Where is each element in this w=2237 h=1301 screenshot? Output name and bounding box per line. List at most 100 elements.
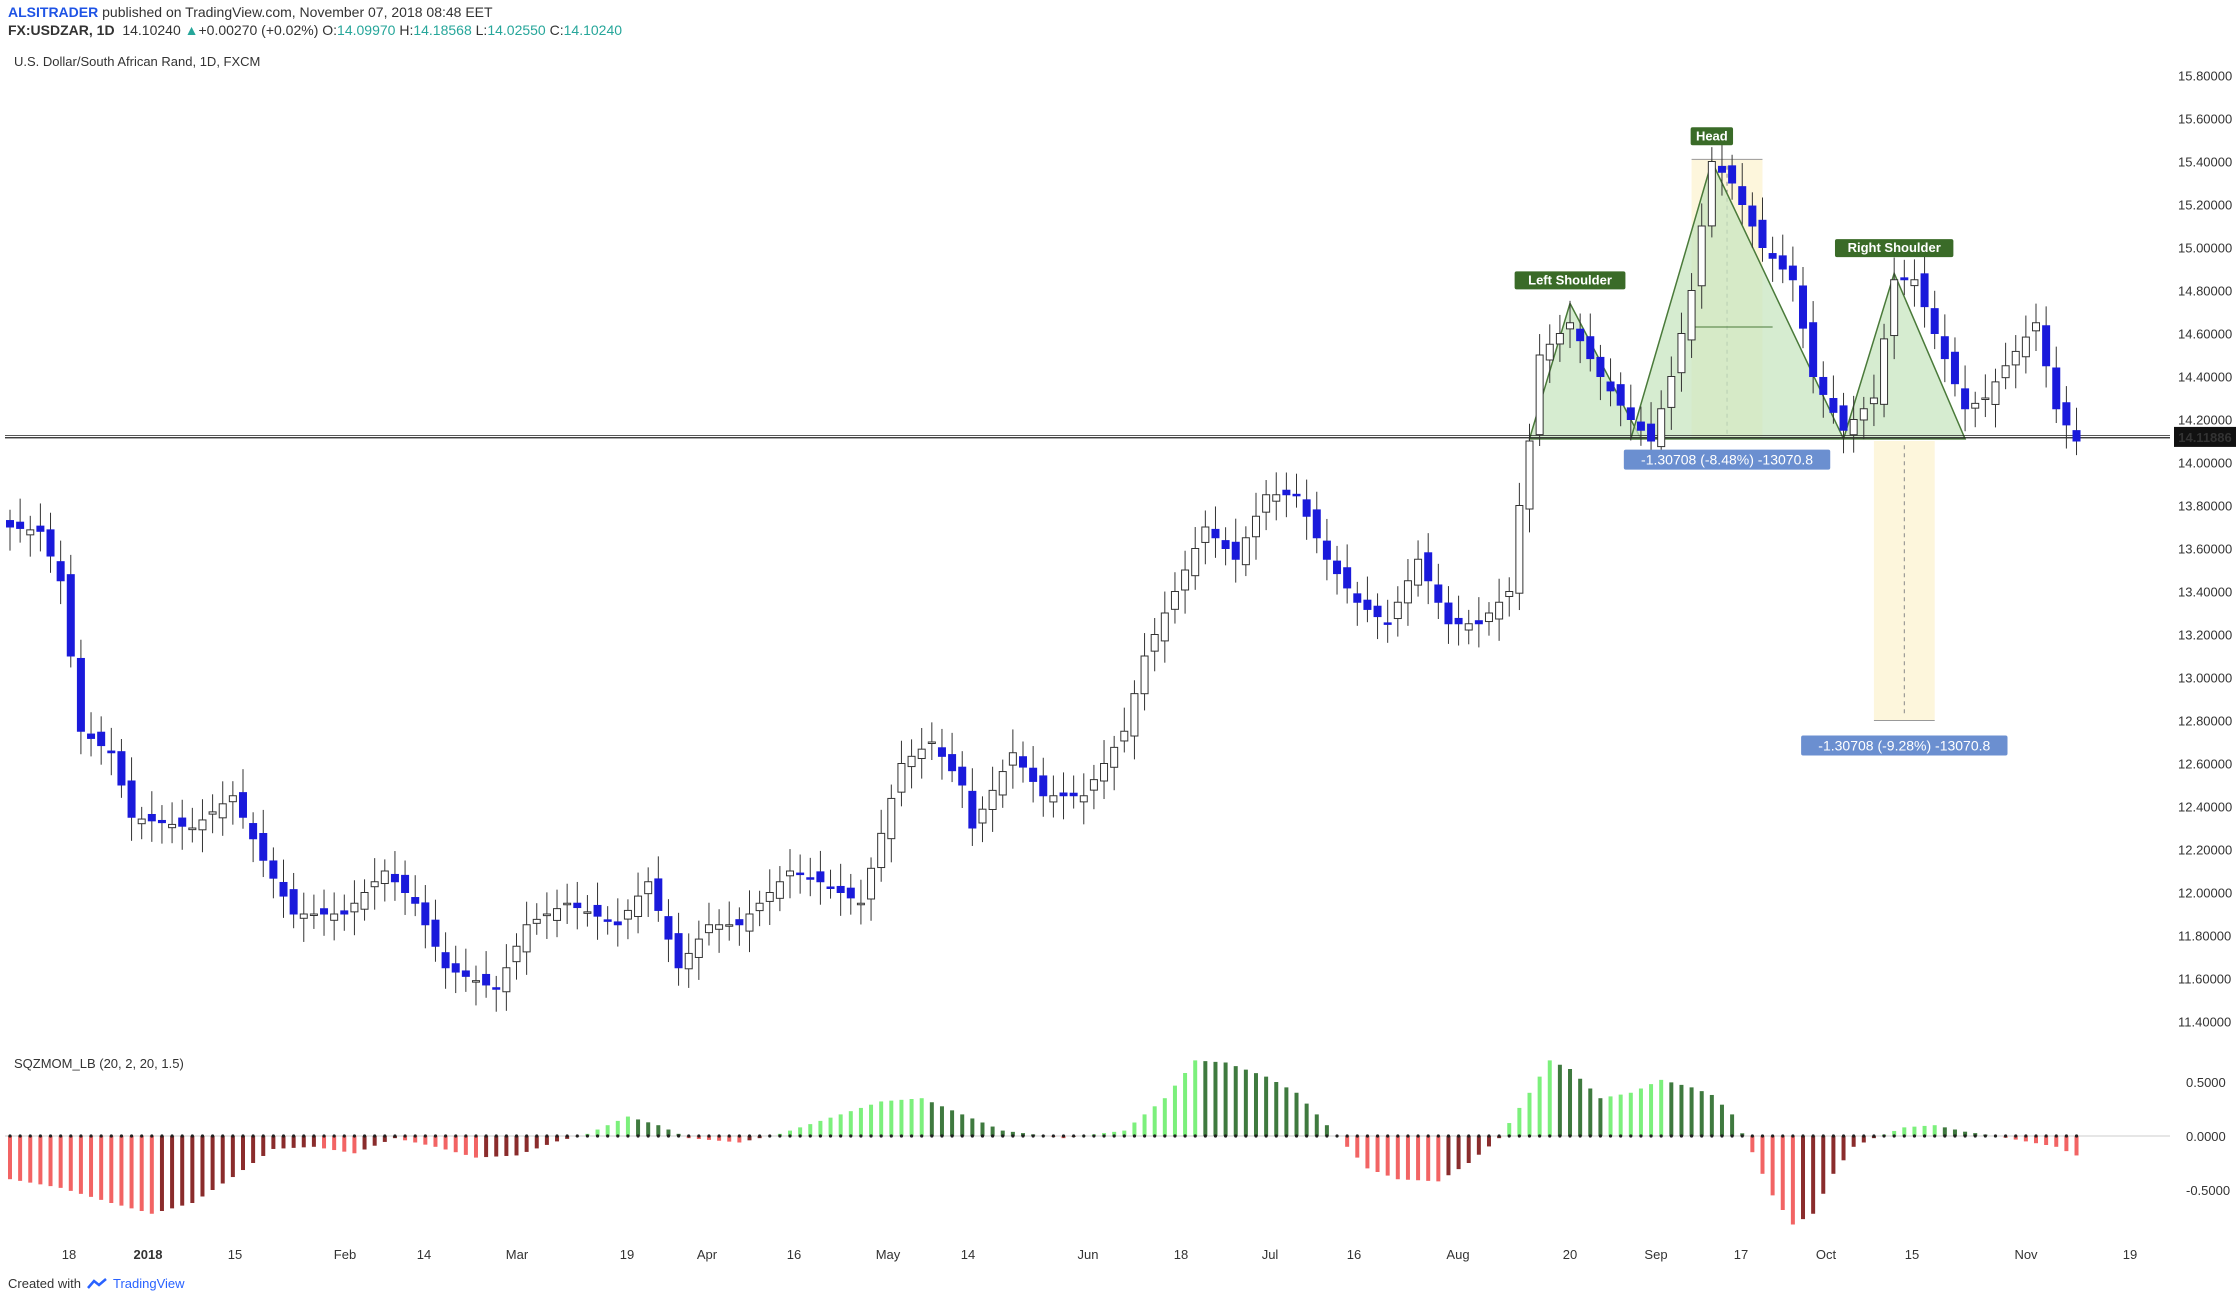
author-name[interactable]: ALSITRADER — [8, 4, 99, 20]
squeeze-dot — [1659, 1134, 1663, 1138]
squeeze-dot — [960, 1134, 964, 1138]
price-change: +0.00270 (+0.02%) — [198, 22, 319, 38]
candle-body — [390, 873, 399, 883]
squeeze-dot — [646, 1134, 650, 1138]
y-tick-label: 14.60000 — [2178, 327, 2232, 342]
squeeze-dot — [413, 1134, 417, 1138]
y-tick-label: 13.00000 — [2178, 671, 2232, 686]
candle-body — [289, 889, 298, 915]
squeeze-dot — [940, 1134, 944, 1138]
y-tick-label: 13.60000 — [2178, 542, 2232, 557]
candle-body — [1728, 165, 1737, 184]
candle-body — [988, 789, 997, 810]
candle-body — [451, 963, 460, 973]
squeeze-dot — [464, 1134, 468, 1138]
candle-body — [1717, 165, 1726, 173]
squeeze-dot — [849, 1134, 853, 1138]
squeeze-dot — [1649, 1134, 1653, 1138]
candle-body — [1636, 421, 1645, 431]
squeeze-dot — [1983, 1134, 1987, 1138]
candle-body — [1170, 591, 1179, 610]
squeeze-dot — [1061, 1134, 1066, 1138]
squeeze-dot — [1041, 1134, 1045, 1138]
candle-body — [137, 818, 146, 825]
candle-body — [350, 902, 359, 913]
candle-body — [1373, 605, 1382, 618]
squeeze-dot — [1487, 1134, 1491, 1138]
squeeze-dot — [1142, 1134, 1147, 1138]
squeeze-dot — [393, 1134, 397, 1138]
squeeze-dot — [970, 1134, 974, 1138]
squeeze-dot — [261, 1134, 265, 1138]
indicator-title: SQZMOM_LB (20, 2, 20, 1.5) — [14, 1056, 184, 1071]
y-tick-label: 11.60000 — [2178, 972, 2231, 987]
squeeze-dot — [1102, 1134, 1106, 1138]
squeeze-dot — [170, 1134, 174, 1138]
candle-body — [1505, 591, 1514, 597]
candle-body — [1130, 693, 1139, 737]
candle-body — [806, 877, 815, 880]
squeeze-dot — [1922, 1134, 1927, 1138]
squeeze-dot — [1396, 1134, 1400, 1138]
squeeze-dot — [2014, 1134, 2018, 1138]
candle-body — [2072, 430, 2081, 442]
high-value: 14.18568 — [413, 22, 472, 38]
change-arrow-icon: ▲ — [184, 22, 199, 38]
squeeze-dot — [1456, 1134, 1461, 1138]
squeeze-dot — [332, 1134, 336, 1138]
squeeze-dot — [403, 1134, 407, 1138]
squeeze-dot — [1122, 1134, 1126, 1138]
squeeze-dot — [1203, 1134, 1207, 1138]
squeeze-dot — [585, 1134, 590, 1138]
candle-body — [1555, 333, 1564, 345]
squeeze-dot — [474, 1134, 478, 1138]
squeeze-dot — [1021, 1134, 1025, 1138]
candle-body — [2001, 365, 2010, 379]
candle-body — [968, 790, 977, 829]
candle-body — [1586, 336, 1595, 360]
candle-body — [279, 881, 288, 897]
candle-body — [1312, 509, 1321, 539]
head-label-bg — [1690, 127, 1734, 146]
squeeze-dot — [433, 1134, 438, 1138]
squeeze-dot — [1315, 1134, 1319, 1138]
candle-body — [1971, 402, 1980, 409]
squeeze-dot — [1132, 1134, 1137, 1138]
squeeze-dot — [778, 1134, 782, 1138]
high-label: H: — [399, 22, 414, 38]
candle-body — [1819, 376, 1828, 395]
squeeze-dot — [879, 1134, 883, 1138]
candle-body — [937, 747, 946, 757]
y-tick-label: 15.00000 — [2178, 241, 2232, 256]
squeeze-dot — [1973, 1134, 1977, 1138]
candle-body — [563, 902, 572, 906]
squeeze-dot — [687, 1134, 691, 1138]
candle-body — [1140, 655, 1149, 695]
squeeze-dot — [1760, 1134, 1765, 1138]
squeeze-dot — [2004, 1134, 2008, 1138]
y-tick-label: 15.60000 — [2178, 112, 2232, 127]
tradingview-brand[interactable]: TradingView — [112, 1276, 185, 1291]
candle-body — [360, 892, 369, 910]
candle-body — [674, 933, 683, 969]
squeeze-dot — [1153, 1134, 1157, 1138]
squeeze-dot — [899, 1134, 904, 1138]
squeeze-dot — [1507, 1134, 1511, 1138]
squeeze-dot — [1527, 1134, 1532, 1138]
y-tick-label: 12.20000 — [2178, 843, 2232, 858]
squeeze-dot — [1446, 1134, 1451, 1138]
squeeze-dot — [1436, 1134, 1440, 1138]
close-value: 14.10240 — [563, 22, 623, 38]
squeeze-dot — [2064, 1134, 2068, 1138]
candle-body — [188, 827, 197, 831]
squeeze-dot — [1011, 1134, 1015, 1138]
candle-body — [1991, 381, 2000, 405]
candle-body — [1262, 494, 1271, 513]
candle-body — [1221, 540, 1230, 550]
candle-body — [320, 908, 329, 915]
candle-body — [623, 909, 632, 920]
x-tick-label: 20 — [1563, 1247, 1577, 1262]
candle-body — [1667, 376, 1676, 408]
candle-body — [1809, 322, 1818, 377]
